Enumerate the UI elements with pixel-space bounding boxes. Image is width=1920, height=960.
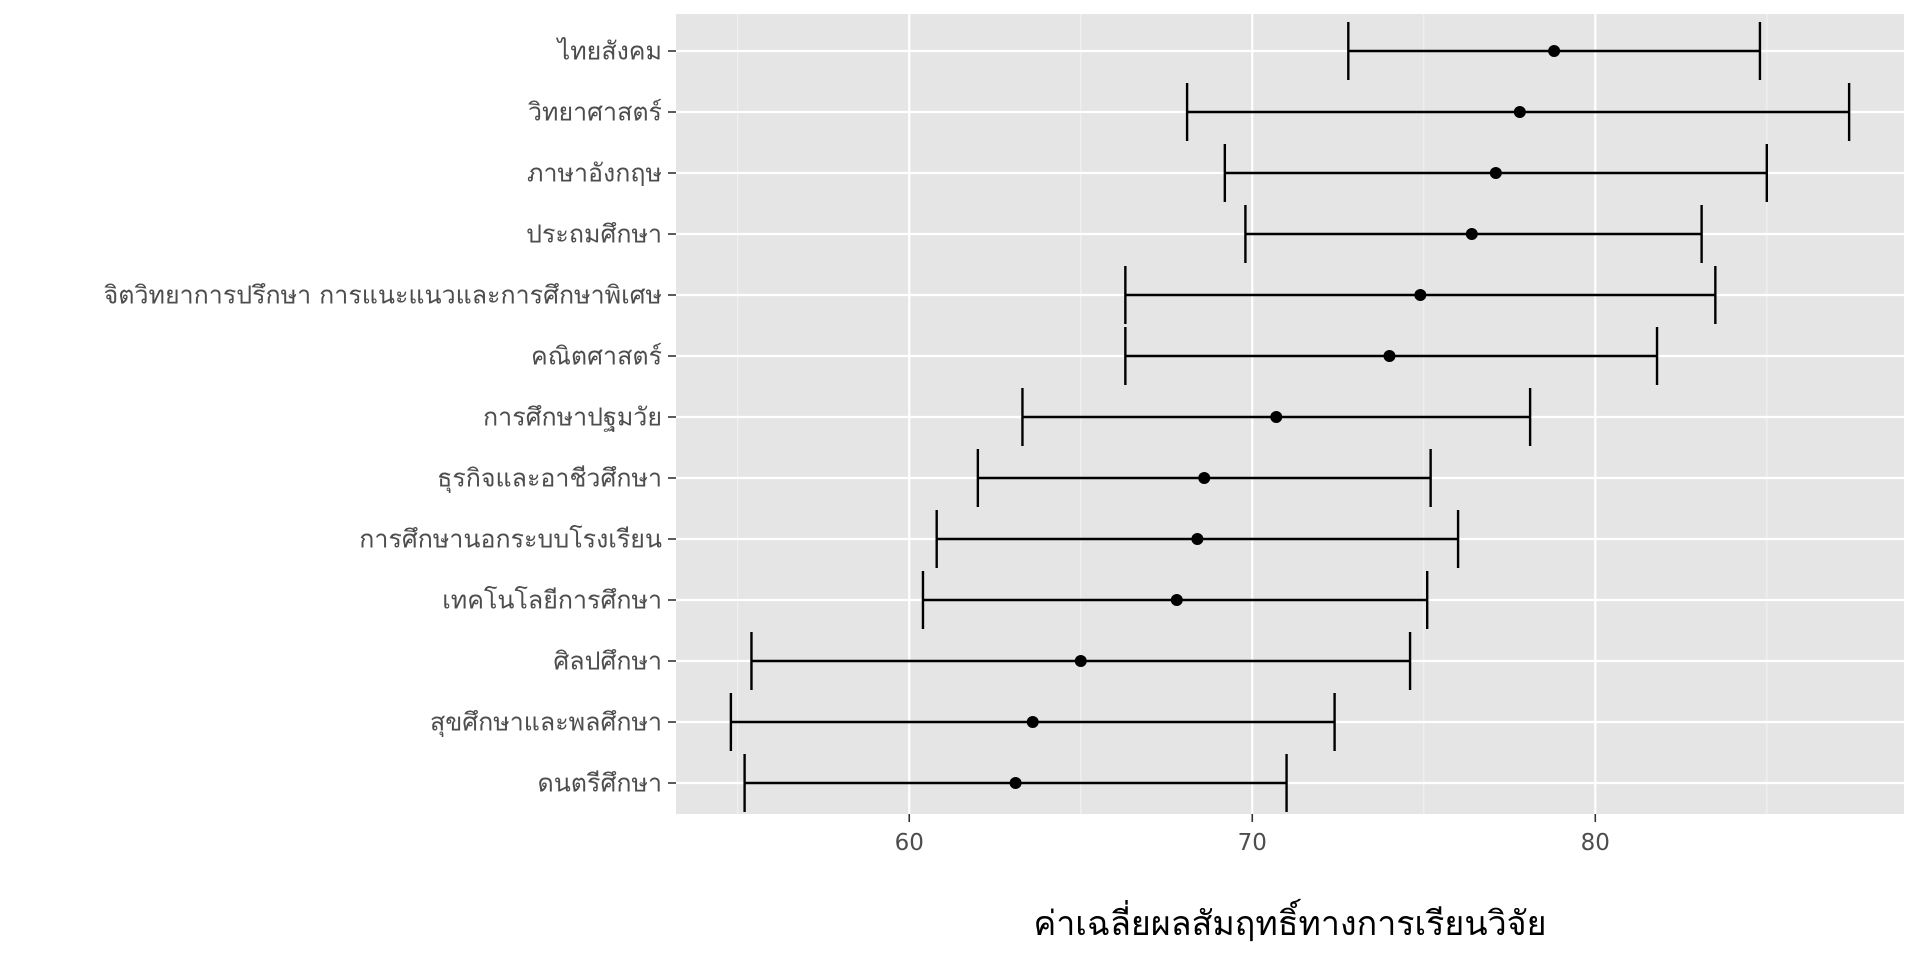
y-tick-label: ไทยสังคม <box>556 37 662 66</box>
y-tick-label: เทคโนโลยีการศึกษา <box>442 586 662 615</box>
y-tick-label: ดนตรีศึกษา <box>537 769 662 798</box>
x-tick-label: 80 <box>1581 830 1610 856</box>
mean-point <box>1548 45 1561 57</box>
mean-point <box>1270 411 1283 423</box>
mean-point <box>1009 777 1022 789</box>
mean-point <box>1513 106 1526 118</box>
x-tick-label: 70 <box>1238 830 1267 856</box>
data-marks <box>729 22 1851 812</box>
y-tick-label: ธุรกิจและอาชีวศึกษา <box>437 464 662 494</box>
x-tick-label: 60 <box>895 830 924 856</box>
mean-point <box>1170 594 1183 606</box>
y-tick-label: การศึกษานอกระบบโรงเรียน <box>359 525 662 554</box>
y-tick-label: การศึกษาปฐมวัย <box>483 403 662 432</box>
mean-point <box>1074 655 1087 667</box>
y-tick-label: สุขศึกษาและพลศึกษา <box>430 708 662 738</box>
mean-point <box>1383 350 1396 362</box>
y-tick-label: วิทยาศาสตร์ <box>528 98 662 127</box>
y-tick-label: ประถมศึกษา <box>526 220 662 249</box>
mean-point <box>1198 472 1211 484</box>
y-tick-label: ศิลปศึกษา <box>553 647 662 676</box>
y-tick-label: คณิตศาสตร์ <box>531 342 662 371</box>
mean-point <box>1026 716 1039 728</box>
plot-panel <box>676 14 1904 814</box>
y-tick-label: จิตวิทยาการปรึกษา การแนะแนวและการศึกษาพิ… <box>104 281 662 310</box>
x-axis-title: ค่าเฉลี่ยผลสัมฤทธิ์ทางการเรียนวิจัย <box>1033 898 1546 944</box>
mean-point <box>1191 533 1204 545</box>
mean-point <box>1465 228 1478 240</box>
y-axis: ไทยสังคมวิทยาศาสตร์ภาษาอังกฤษประถมศึกษาจ… <box>104 37 676 798</box>
x-axis: 60 70 80 <box>895 814 1610 856</box>
mean-point <box>1489 167 1502 179</box>
mean-point <box>1414 289 1427 301</box>
y-tick-label: ภาษาอังกฤษ <box>527 159 662 188</box>
